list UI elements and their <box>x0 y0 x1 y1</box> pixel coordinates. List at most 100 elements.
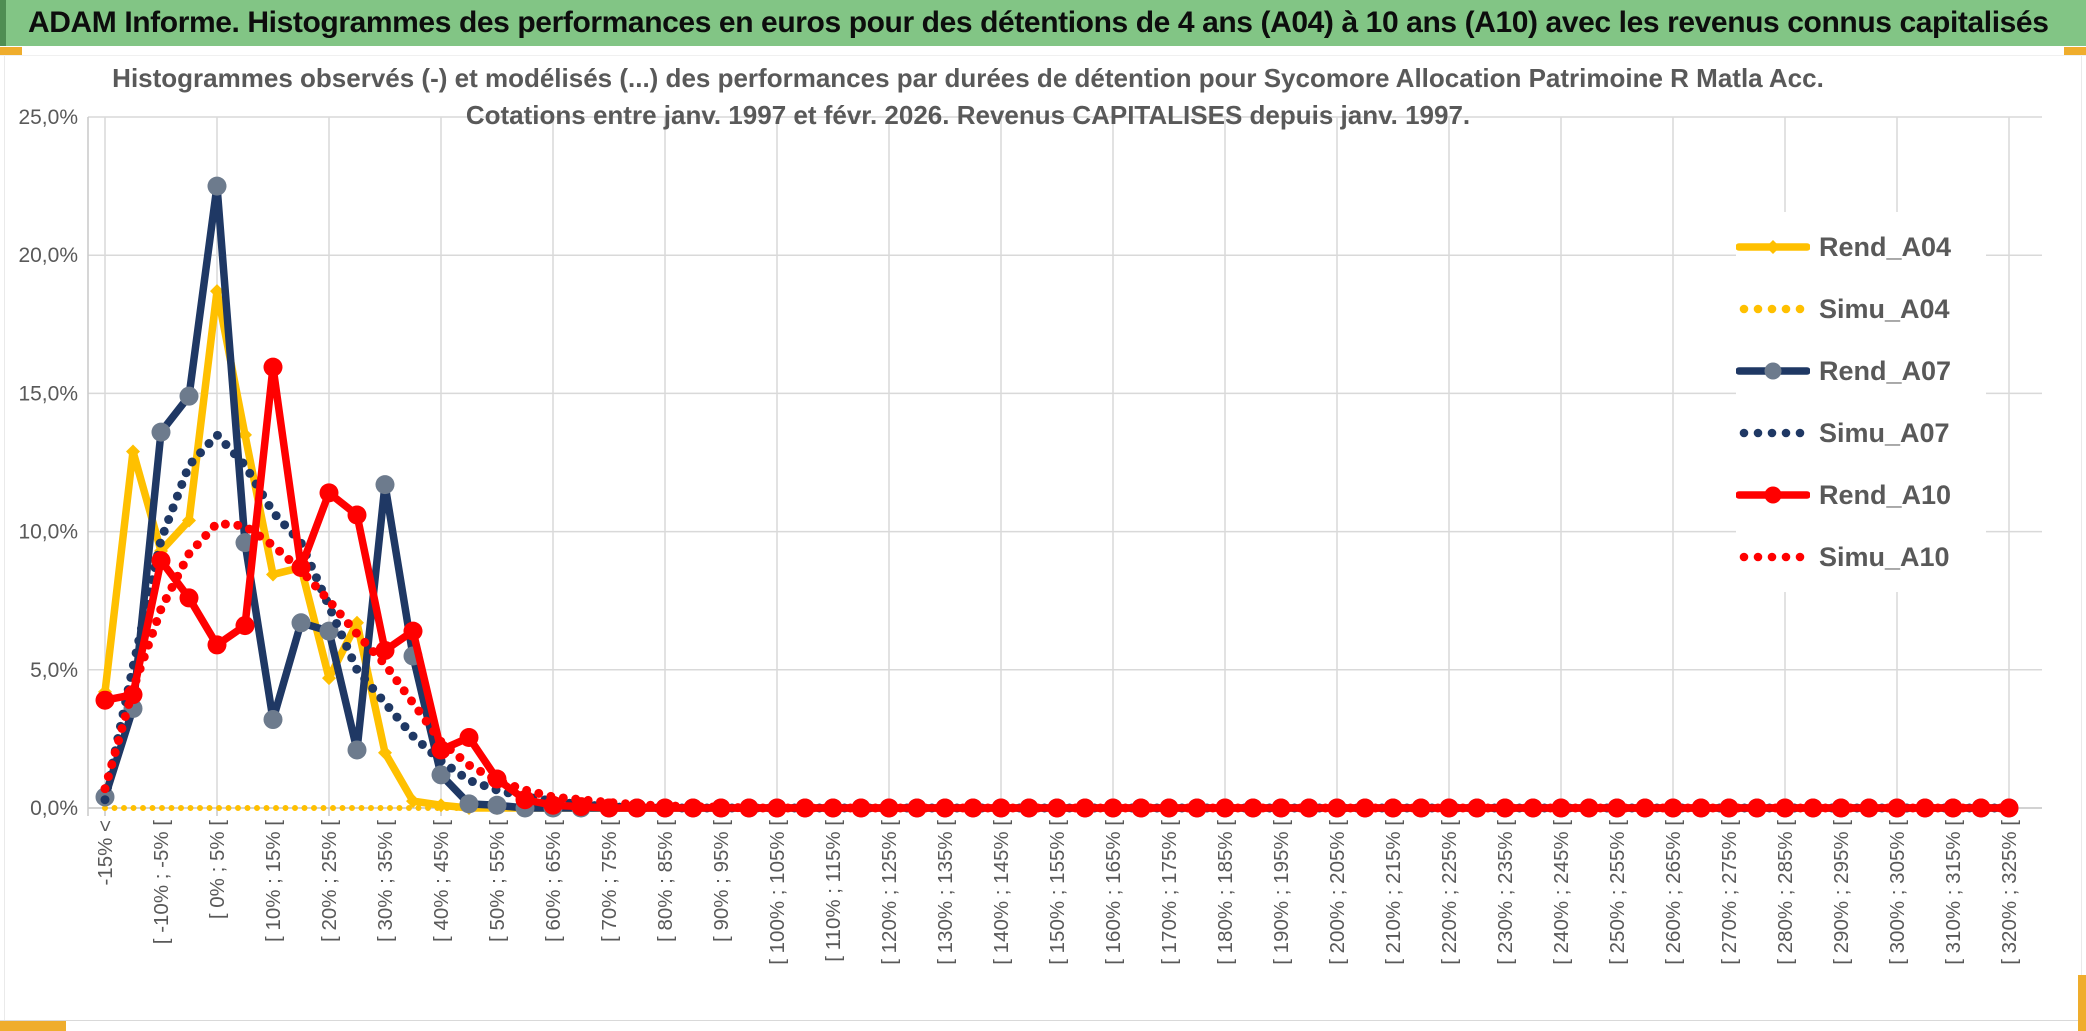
x-axis-tick-label: [ 320% ; 325% [ <box>1998 820 2021 965</box>
series-marker-Rend_A10 <box>935 798 955 818</box>
x-axis-tick-label: [ 270% ; 275% [ <box>1718 820 1741 965</box>
x-axis-tick-label: [ 90% ; 95% [ <box>710 820 733 942</box>
left-page-border <box>4 56 5 1020</box>
series-marker-Rend_A04 <box>322 671 336 686</box>
series-marker-Rend_A04 <box>378 745 392 760</box>
right-page-border <box>2081 56 2082 1020</box>
series-marker-Rend_A10 <box>1383 798 1403 818</box>
series-marker-Rend_A07 <box>347 740 367 760</box>
series-marker-Rend_A10 <box>1635 798 1655 818</box>
series-marker-Rend_A10 <box>1047 798 1067 818</box>
series-marker-Rend_A04 <box>182 513 196 528</box>
y-axis-tick-label: 20,0% <box>18 244 78 267</box>
series-marker-Rend_A10 <box>263 357 283 377</box>
series-marker-Rend_A10 <box>375 640 395 660</box>
x-axis-tick-label: [ 160% ; 165% [ <box>1102 820 1125 965</box>
legend-label-Rend_A07: Rend_A07 <box>1819 355 1952 386</box>
x-axis-tick-label: [ 70% ; 75% [ <box>598 820 621 942</box>
x-axis-tick-label: [ 20% ; 25% [ <box>318 820 341 942</box>
x-axis-tick-label: [ 150% ; 155% [ <box>1046 820 1069 965</box>
x-axis-tick-label: [ 80% ; 85% [ <box>654 820 677 942</box>
series-marker-Rend_A10 <box>515 790 535 810</box>
x-axis-tick-label: [ 240% ; 245% [ <box>1550 820 1573 965</box>
legend-swatch-Simu_A10 <box>1739 552 1805 562</box>
legend-swatch-Rend_A04 <box>1736 240 1810 254</box>
series-marker-Rend_A10 <box>1859 798 1879 818</box>
x-axis-tick-label: [ 120% ; 125% [ <box>878 820 901 965</box>
series-marker-Rend_A10 <box>1971 798 1991 818</box>
legend-item-Rend_A04[interactable]: Rend_A04 <box>1736 216 1986 278</box>
chart-title-line1: Histogrammes observés (-) et modélisés (… <box>112 63 1824 93</box>
legend-swatch-Simu_A04 <box>1739 304 1805 314</box>
series-marker-Rend_A10 <box>1747 798 1767 818</box>
series-line-Rend_A10[interactable] <box>101 363 2013 812</box>
x-axis-tick-label: [ 110% ; 115% [ <box>822 820 845 962</box>
x-axis-tick-label: [ 230% ; 235% [ <box>1494 820 1517 965</box>
x-axis-tick-label: [ 310% ; 315% [ <box>1942 820 1965 965</box>
y-axis-tick-label: 10,0% <box>18 521 78 544</box>
x-axis-tick-label: [ 190% ; 195% [ <box>1270 820 1293 965</box>
y-axis-tick-label: 25,0% <box>18 106 78 129</box>
x-axis-tick-label: [ 0% ; 5% [ <box>206 820 229 919</box>
series-marker-Rend_A10 <box>179 588 199 608</box>
legend-label-Simu_A10: Simu_A10 <box>1819 541 1950 572</box>
series-marker-Rend_A07 <box>291 613 311 633</box>
legend-swatch-Rend_A07 <box>1736 362 1810 380</box>
x-axis-tick-label: [ 140% ; 145% [ <box>990 820 1013 965</box>
series-marker-Rend_A10 <box>431 740 451 760</box>
series-line-Rend_A07[interactable] <box>101 182 2013 812</box>
series-line-Rend_A04[interactable] <box>101 287 2013 812</box>
banner-substrip <box>0 46 2086 56</box>
series-marker-Rend_A10 <box>1495 798 1515 818</box>
series-marker-Rend_A04 <box>238 427 252 442</box>
x-axis-tick-label: [ 130% ; 135% [ <box>934 820 957 965</box>
legend-item-Rend_A07[interactable]: Rend_A07 <box>1736 340 1986 402</box>
x-axis-tick-label: [ 300% ; 305% [ <box>1886 820 1909 965</box>
series-marker-Rend_A10 <box>1271 798 1291 818</box>
legend-item-Simu_A04[interactable]: Simu_A04 <box>1736 278 1986 340</box>
series-marker-Rend_A10 <box>1159 798 1179 818</box>
legend: Rend_A04 Simu_A04 Rend_A07 Simu_A07 Rend_A10… <box>1736 212 1986 592</box>
series-marker-Rend_A07 <box>151 422 171 442</box>
chart-title-line2: Cotations entre janv. 1997 et févr. 2026… <box>465 100 1471 130</box>
legend-item-Simu_A07[interactable]: Simu_A07 <box>1736 402 1986 464</box>
series-marker-Rend_A10 <box>403 621 423 641</box>
series-marker-Rend_A10 <box>823 798 843 818</box>
series-marker-Rend_A07 <box>487 795 507 815</box>
x-axis-tick-label: [ 200% ; 205% [ <box>1326 820 1349 965</box>
y-axis-tick-label: 0,0% <box>30 797 78 820</box>
x-axis-tick-label: [ 280% ; 285% [ <box>1774 820 1797 965</box>
legend-label-Simu_A07: Simu_A07 <box>1819 417 1950 448</box>
banner-title: ADAM Informe. Histogrammes des performan… <box>28 6 2049 39</box>
corner-mark-top-left <box>0 47 22 55</box>
legend-item-Simu_A10[interactable]: Simu_A10 <box>1736 526 1986 588</box>
x-axis-tick-label: [ 50% ; 55% [ <box>486 820 509 942</box>
series-marker-Rend_A07 <box>459 794 479 814</box>
series-marker-Rend_A10 <box>151 551 171 571</box>
series-marker-Rend_A07 <box>431 765 451 785</box>
series-marker-Rend_A04 <box>126 444 140 459</box>
legend-item-Rend_A10[interactable]: Rend_A10 <box>1736 464 1986 526</box>
series-line-Simu_A10[interactable] <box>100 518 2014 813</box>
x-axis-tick-label: [ 210% ; 215% [ <box>1382 820 1405 965</box>
x-axis-tick-label: [ 30% ; 35% [ <box>374 820 397 942</box>
series-marker-Rend_A10 <box>319 483 339 503</box>
y-axis-tick-label: 15,0% <box>18 382 78 405</box>
x-axis-tick-label: [ 220% ; 225% [ <box>1438 820 1461 965</box>
legend-swatch-Rend_A10 <box>1736 486 1810 504</box>
x-axis-tick-label: [ 180% ; 185% [ <box>1214 820 1237 965</box>
chart-title: Histogrammes observés (-) et modélisés (… <box>88 60 1848 134</box>
x-axis-tick-label: [ 260% ; 265% [ <box>1662 820 1685 965</box>
series-marker-Rend_A10 <box>347 505 367 525</box>
series-marker-Rend_A10 <box>1523 798 1543 818</box>
series-marker-Rend_A10 <box>1999 798 2019 818</box>
x-axis-tick-label: [ 40% ; 45% [ <box>430 820 453 942</box>
x-axis-tick-label: [ 170% ; 175% [ <box>1158 820 1181 965</box>
series-marker-Rend_A07 <box>375 475 395 495</box>
banner-left-edge <box>0 0 6 46</box>
series-marker-Rend_A04 <box>266 567 280 582</box>
corner-mark-bottom-left <box>0 1021 66 1031</box>
legend-label-Rend_A04: Rend_A04 <box>1819 231 1952 262</box>
